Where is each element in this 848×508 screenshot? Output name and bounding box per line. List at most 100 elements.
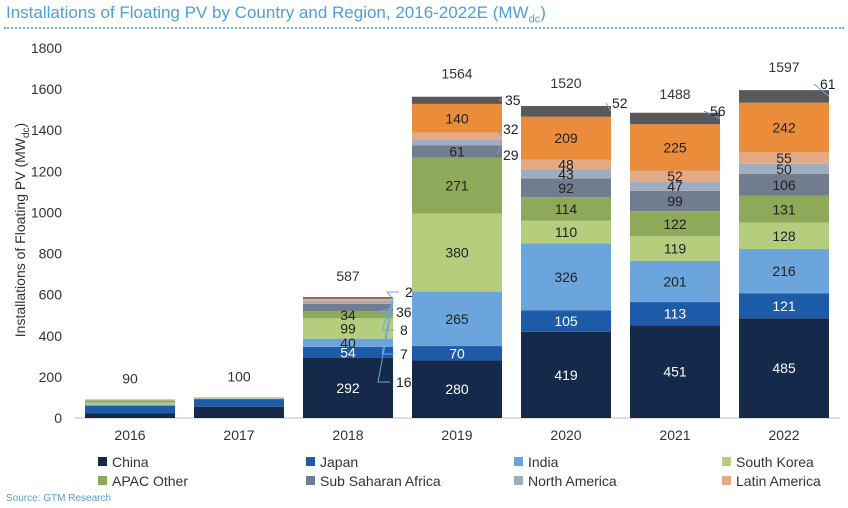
bar-segment-china <box>303 357 393 418</box>
bar-segment-south-korea <box>85 402 175 405</box>
callout-line <box>703 110 721 119</box>
bar-segment-china <box>412 360 502 418</box>
data-label: 209 <box>554 130 578 146</box>
data-label: 55 <box>776 150 792 166</box>
bar-segment-south-korea <box>194 398 284 399</box>
bar-segment-sub-saharan-africa <box>521 178 611 198</box>
legend-item: Japan <box>306 454 358 470</box>
bar-segment-north-america <box>739 163 829 175</box>
bar-segment-north-america <box>630 181 720 191</box>
bar-segment-apac-other <box>630 211 720 237</box>
data-label: 110 <box>555 224 578 240</box>
bar-segment-rest-of-world <box>303 297 393 299</box>
legend-swatch <box>306 457 315 466</box>
bar-segment-japan <box>630 302 720 326</box>
y-axis-title: Installations of Floating PV (MWdc) <box>12 123 32 337</box>
callout-line <box>385 291 399 300</box>
legend-item: South Korea <box>722 454 814 470</box>
bar-segment-south-korea <box>630 236 720 261</box>
legend-swatch <box>306 476 315 485</box>
bar-segment-latin-america <box>303 298 393 301</box>
bar-segment-japan <box>412 346 502 361</box>
legend-label: APAC Other <box>112 473 188 489</box>
data-label: 131 <box>772 201 796 217</box>
data-label: 99 <box>340 320 356 336</box>
legend-item: APAC Other <box>98 473 188 489</box>
title-divider <box>4 27 844 29</box>
callout-line <box>813 83 830 97</box>
data-label: 61 <box>820 76 836 92</box>
bar-segment-south-korea <box>521 220 611 244</box>
bar-segment-rest-of-world <box>739 90 829 103</box>
data-label: 32 <box>503 121 519 137</box>
bar-segment-apac-other <box>739 195 829 223</box>
total-label: 1488 <box>659 86 690 102</box>
bar-segment-latin-america <box>412 132 502 140</box>
bar-segment-europe <box>412 103 502 133</box>
callout-line <box>605 102 612 112</box>
data-label: 326 <box>554 269 578 285</box>
bar-segment-north-america <box>412 139 502 146</box>
data-label: 105 <box>554 313 578 329</box>
data-label: 216 <box>772 263 796 279</box>
bar-segment-india <box>521 243 611 311</box>
total-label: 1520 <box>550 75 581 91</box>
bar-segment-japan <box>85 405 175 414</box>
chart-title: Installations of Floating PV by Country … <box>6 3 546 26</box>
legend-label: South Korea <box>736 454 814 470</box>
legend-label: Japan <box>320 454 359 470</box>
bar-segment-south-korea <box>739 222 829 250</box>
y-tick-label: 0 <box>54 410 62 426</box>
data-label: 54 <box>340 344 356 360</box>
data-label: 47 <box>667 178 683 194</box>
y-tick-label: 1800 <box>31 40 62 56</box>
bar-segment-europe <box>630 124 720 171</box>
data-label: 119 <box>664 241 687 257</box>
data-label: 419 <box>554 367 578 383</box>
y-tick-label: 1000 <box>31 204 62 220</box>
legend-item: Sub Saharan Africa <box>306 473 441 489</box>
bar-segment-sub-saharan-africa <box>303 303 393 312</box>
legend-swatch <box>722 457 731 466</box>
bar-segment-china <box>194 406 284 418</box>
data-label: 8 <box>400 322 408 338</box>
data-label: 50 <box>776 161 792 177</box>
bar-segment-japan <box>521 310 611 332</box>
bar-segment-south-korea <box>303 318 393 339</box>
callout-line <box>381 297 394 355</box>
bar-segment-sub-saharan-africa <box>412 145 502 158</box>
data-label: 201 <box>663 273 687 289</box>
x-tick-label: 2018 <box>332 427 363 443</box>
data-label: 35 <box>505 92 521 108</box>
bar-segment-china <box>521 331 611 418</box>
callout-line <box>496 142 503 156</box>
x-tick-label: 2022 <box>768 427 799 443</box>
legend-label: India <box>528 454 559 470</box>
callout-line <box>377 307 394 313</box>
bar-segment-apac-other <box>303 311 393 319</box>
total-label: 587 <box>336 268 360 284</box>
total-label: 90 <box>122 371 138 387</box>
legend-item: North America <box>514 473 617 489</box>
data-label: 92 <box>558 180 574 196</box>
legend-swatch <box>722 476 731 485</box>
data-label: 56 <box>710 103 726 119</box>
total-label: 1564 <box>441 66 472 82</box>
legend-swatch <box>514 457 523 466</box>
data-label: 113 <box>664 306 687 322</box>
bar-segment-europe <box>739 102 829 153</box>
data-label: 70 <box>449 345 465 361</box>
bar-segment-china <box>739 318 829 418</box>
data-label: 292 <box>336 380 360 396</box>
data-label: 36 <box>396 304 412 320</box>
data-label: 61 <box>449 143 465 159</box>
bar-segment-japan <box>194 399 284 407</box>
data-label: 48 <box>558 157 574 173</box>
callout-line <box>381 299 394 331</box>
y-tick-label: 200 <box>39 369 63 385</box>
bar-segment-rest-of-world <box>630 112 720 125</box>
data-label: 52 <box>667 168 683 184</box>
x-tick-label: 2017 <box>223 427 254 443</box>
bar-segment-india <box>412 291 502 347</box>
